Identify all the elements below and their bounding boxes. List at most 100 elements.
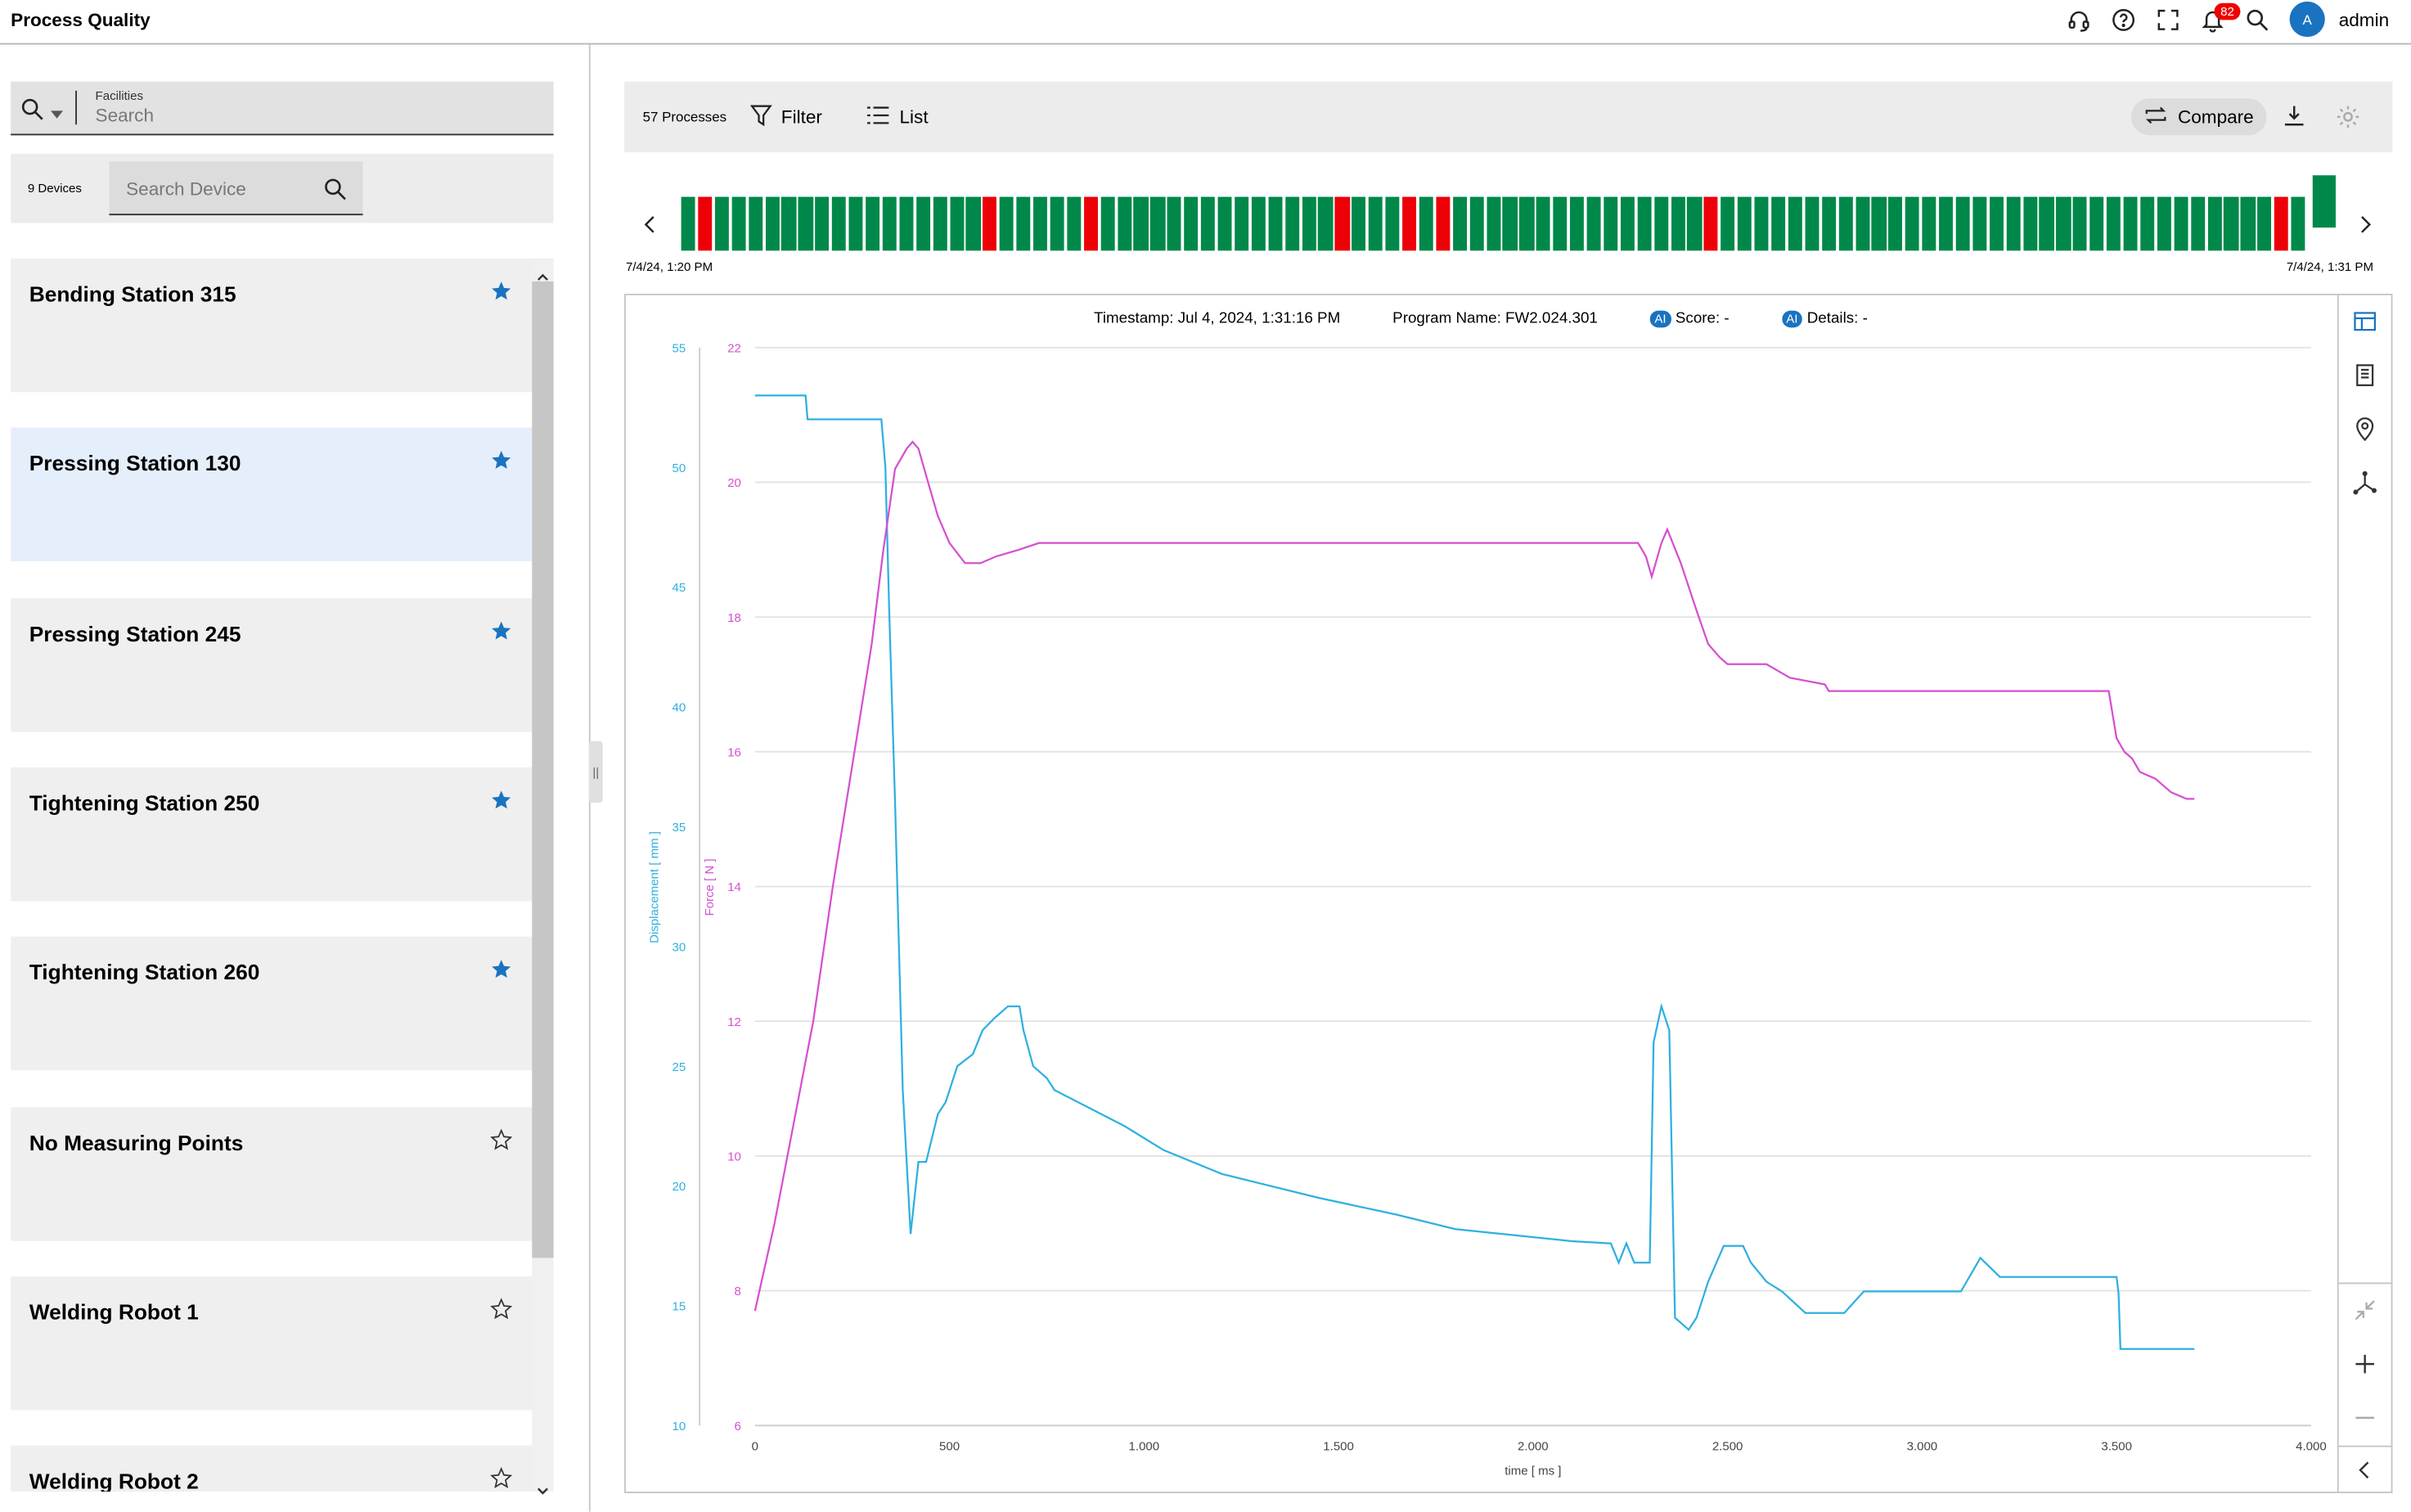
process-bar-ok[interactable] bbox=[1536, 196, 1551, 251]
process-bar-ok[interactable] bbox=[815, 196, 830, 251]
process-bar-ok[interactable] bbox=[1553, 196, 1568, 251]
process-bar-ok[interactable] bbox=[1067, 196, 1082, 251]
facility-search-input[interactable]: Search bbox=[95, 104, 155, 127]
device-search-input[interactable]: Search Device bbox=[126, 178, 246, 200]
fullscreen-icon[interactable] bbox=[2154, 7, 2182, 34]
process-bar-ok[interactable] bbox=[1989, 196, 2004, 251]
process-bar-ok[interactable] bbox=[2140, 196, 2155, 251]
process-bar-ok[interactable] bbox=[1050, 196, 1064, 251]
layout-icon[interactable] bbox=[2353, 309, 2377, 341]
process-bar-ok[interactable] bbox=[2174, 196, 2188, 251]
process-bar-nok[interactable] bbox=[1335, 196, 1350, 251]
axes-icon[interactable] bbox=[2353, 470, 2377, 502]
device-card[interactable]: Pressing Station 130 bbox=[11, 428, 533, 562]
scroll-down-icon[interactable] bbox=[535, 1478, 551, 1505]
device-search-field[interactable] bbox=[109, 161, 363, 216]
process-bar-ok[interactable] bbox=[1167, 196, 1182, 251]
process-bar-ok[interactable] bbox=[1268, 196, 1283, 251]
process-bar-nok[interactable] bbox=[1402, 196, 1417, 251]
location-pin-icon[interactable] bbox=[2355, 416, 2376, 448]
search-icon[interactable] bbox=[323, 177, 348, 209]
process-bar-ok[interactable] bbox=[1637, 196, 1652, 251]
process-bar-ok[interactable] bbox=[1721, 196, 1735, 251]
process-bar-ok[interactable] bbox=[765, 196, 780, 251]
process-bar-ok[interactable] bbox=[1503, 196, 1518, 251]
process-bar-ok[interactable] bbox=[1519, 196, 1534, 251]
process-bar-ok[interactable] bbox=[1184, 196, 1199, 251]
process-bar-ok[interactable] bbox=[1235, 196, 1249, 251]
device-card[interactable]: Tightening Station 260 bbox=[11, 936, 533, 1071]
process-bar-ok[interactable] bbox=[1469, 196, 1484, 251]
process-bar-ok[interactable] bbox=[933, 196, 947, 251]
process-bar-ok[interactable] bbox=[1788, 196, 1802, 251]
process-bar-ok[interactable] bbox=[1939, 196, 1954, 251]
avatar[interactable]: A bbox=[2289, 1, 2325, 38]
process-bar-ok[interactable] bbox=[1016, 196, 1031, 251]
device-card[interactable]: No Measuring Points bbox=[11, 1106, 533, 1240]
process-bar-ok[interactable] bbox=[2022, 196, 2037, 251]
process-bar-ok[interactable] bbox=[1201, 196, 1216, 251]
download-icon[interactable] bbox=[2283, 105, 2305, 134]
collapse-icon[interactable] bbox=[2355, 1299, 2376, 1329]
process-bar-ok[interactable] bbox=[2224, 196, 2238, 251]
star-filled-icon[interactable] bbox=[491, 958, 512, 979]
process-bar-ok[interactable] bbox=[882, 196, 897, 251]
process-bar-ok[interactable] bbox=[1586, 196, 1601, 251]
process-bar-nok[interactable] bbox=[1704, 196, 1719, 251]
help-icon[interactable] bbox=[2110, 7, 2138, 34]
process-bar-ok[interactable] bbox=[1385, 196, 1400, 251]
star-outline-icon[interactable] bbox=[490, 1127, 513, 1150]
process-bar-ok[interactable] bbox=[949, 196, 964, 251]
process-bar-ok[interactable] bbox=[1738, 196, 1752, 251]
process-bar-ok[interactable] bbox=[2207, 196, 2222, 251]
process-bar-ok[interactable] bbox=[1955, 196, 1970, 251]
star-filled-icon[interactable] bbox=[491, 449, 512, 470]
star-filled-icon[interactable] bbox=[491, 789, 512, 810]
process-bar-ok[interactable] bbox=[1671, 196, 1685, 251]
timeline-prev-icon[interactable] bbox=[643, 214, 659, 243]
process-bar-ok[interactable] bbox=[781, 196, 796, 251]
process-bar-ok[interactable] bbox=[1805, 196, 1819, 251]
process-bar-ok[interactable] bbox=[915, 196, 930, 251]
process-bar-ok[interactable] bbox=[1653, 196, 1668, 251]
process-bar-ok[interactable] bbox=[1369, 196, 1383, 251]
headset-icon[interactable] bbox=[2065, 7, 2093, 34]
process-bar-ok[interactable] bbox=[1905, 196, 1920, 251]
process-bar-ok[interactable] bbox=[1352, 196, 1366, 251]
process-bar-ok[interactable] bbox=[1033, 196, 1048, 251]
process-bar-ok[interactable] bbox=[1821, 196, 1836, 251]
process-bar-ok[interactable] bbox=[2089, 196, 2104, 251]
chevron-left-icon[interactable] bbox=[2357, 1460, 2373, 1489]
scrollbar-thumb[interactable] bbox=[532, 281, 554, 1258]
process-bar-ok[interactable] bbox=[2073, 196, 2088, 251]
process-bar-ok[interactable] bbox=[2040, 196, 2054, 251]
filter-button[interactable]: Filter bbox=[749, 101, 822, 133]
process-bar-ok[interactable] bbox=[1687, 196, 1702, 251]
compare-button[interactable]: Compare bbox=[2130, 98, 2267, 136]
process-bar-ok[interactable] bbox=[866, 196, 880, 251]
list-button[interactable]: List bbox=[866, 101, 929, 133]
process-bar-ok[interactable] bbox=[1771, 196, 1786, 251]
zoom-out-icon[interactable] bbox=[2355, 1407, 2376, 1437]
process-bar-ok[interactable] bbox=[2107, 196, 2121, 251]
process-bar-ok[interactable] bbox=[2157, 196, 2171, 251]
device-card[interactable]: Tightening Station 250 bbox=[11, 767, 533, 902]
process-bar-ok[interactable] bbox=[1302, 196, 1316, 251]
process-bar-ok[interactable] bbox=[2257, 196, 2272, 251]
process-bar-ok[interactable] bbox=[1100, 196, 1115, 251]
username[interactable]: admin bbox=[2338, 9, 2390, 31]
process-bar-ok[interactable] bbox=[1620, 196, 1635, 251]
process-bar-nok[interactable] bbox=[2274, 196, 2289, 251]
process-bar-ok[interactable] bbox=[798, 196, 813, 251]
process-bar-ok[interactable] bbox=[1872, 196, 1887, 251]
process-bar-ok[interactable] bbox=[832, 196, 847, 251]
process-bar-ok[interactable] bbox=[1838, 196, 1853, 251]
process-bar-ok[interactable] bbox=[2056, 196, 2071, 251]
process-bar-ok[interactable] bbox=[1000, 196, 1014, 251]
process-bar-ok[interactable] bbox=[2241, 196, 2256, 251]
process-bar-ok[interactable] bbox=[748, 196, 762, 251]
process-bar-ok[interactable] bbox=[1452, 196, 1467, 251]
process-bar-ok[interactable] bbox=[848, 196, 863, 251]
process-bar-ok[interactable] bbox=[1754, 196, 1769, 251]
process-bar-nok[interactable] bbox=[1436, 196, 1451, 251]
